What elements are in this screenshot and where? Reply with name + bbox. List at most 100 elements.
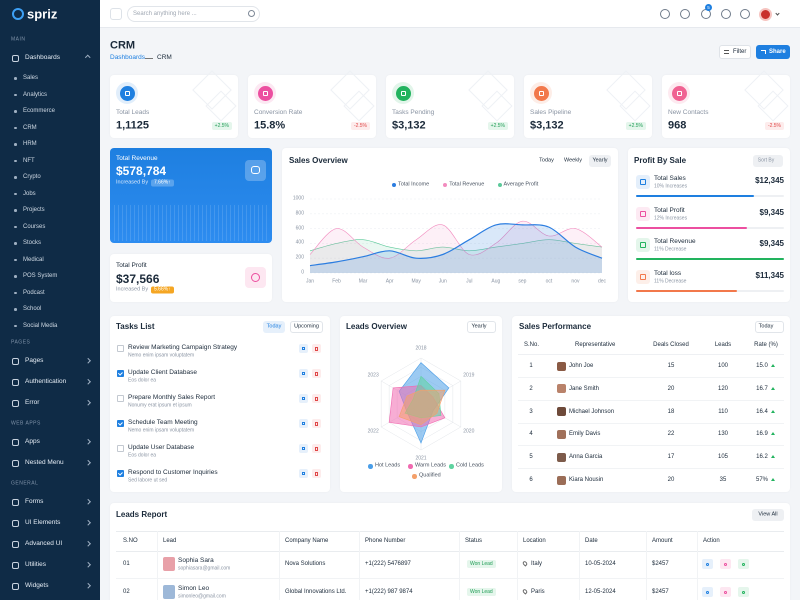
bullet <box>14 77 17 80</box>
delete-button[interactable] <box>312 419 321 428</box>
edit-button[interactable] <box>299 419 308 428</box>
sort-label: Sort By <box>757 157 775 164</box>
action-button[interactable] <box>738 587 749 597</box>
checkbox[interactable] <box>117 345 124 352</box>
logo-text: spriz <box>27 6 58 22</box>
edit-button[interactable] <box>299 444 308 453</box>
stat-icon-glyph <box>262 90 268 96</box>
submenu-item[interactable]: Sales <box>23 75 39 81</box>
radar-axis-label: 2020 <box>463 428 475 435</box>
checkbox[interactable] <box>117 395 124 402</box>
action-button[interactable] <box>720 559 731 569</box>
filter-dropdown[interactable] <box>467 321 496 333</box>
topbar-icon[interactable] <box>740 9 750 19</box>
edit-button[interactable] <box>299 469 308 478</box>
cell-name: John Joe <box>569 363 594 369</box>
cell-name: Jane Smith <box>569 385 600 392</box>
collapse-button[interactable] <box>110 8 122 20</box>
topbar-icon[interactable] <box>680 9 690 19</box>
submenu-item[interactable]: HRM <box>23 141 37 147</box>
submenu-item[interactable]: Jobs <box>23 190 36 197</box>
submenu-item[interactable]: Analytics <box>23 91 48 98</box>
filter-button[interactable] <box>719 45 751 59</box>
cell-date: 10-05-2024 <box>585 561 616 567</box>
cell-sno: 1 <box>529 363 533 369</box>
chart-tab[interactable] <box>589 155 611 167</box>
action-button[interactable] <box>738 559 749 569</box>
submenu-item[interactable]: School <box>23 306 42 312</box>
legend-label: Cold Leads <box>456 462 484 469</box>
delete-button[interactable] <box>312 394 321 403</box>
submenu-item[interactable]: Podcast <box>23 289 45 296</box>
checkbox[interactable] <box>117 470 124 477</box>
y-tick-label: 600 <box>295 225 304 232</box>
checkbox[interactable] <box>117 445 124 452</box>
edit-button[interactable] <box>299 394 308 403</box>
menu-icon <box>12 561 19 569</box>
action-button[interactable] <box>702 559 713 569</box>
menu-item[interactable]: Pages <box>25 356 44 364</box>
tab[interactable] <box>263 321 285 333</box>
search-box[interactable] <box>127 6 260 22</box>
column-rule <box>579 531 580 600</box>
submenu-item[interactable]: Medical <box>23 256 44 263</box>
filter-dropdown[interactable] <box>755 321 784 333</box>
submenu-item[interactable]: Ecommerce <box>23 108 56 114</box>
cell-phone: +1(222) 987 9874 <box>365 589 413 595</box>
menu-item[interactable]: Authentication <box>25 377 67 385</box>
column-rule <box>697 531 698 600</box>
view-all-button[interactable] <box>752 509 784 521</box>
action-button[interactable] <box>720 587 731 597</box>
menu-item[interactable]: Nested Menu <box>25 458 64 466</box>
menu-item[interactable]: Dashboards <box>25 53 61 61</box>
submenu-item[interactable]: Crypto <box>23 174 41 180</box>
submenu-item[interactable]: Projects <box>23 207 45 213</box>
sort-button[interactable] <box>753 155 783 167</box>
bullet <box>14 291 17 294</box>
stat-label: Sales Pipeline <box>530 108 572 116</box>
checkbox[interactable] <box>117 420 124 427</box>
submenu-item[interactable]: Courses <box>23 223 46 230</box>
submenu-item[interactable]: CRM <box>23 124 37 131</box>
submenu-item[interactable]: POS System <box>23 273 58 279</box>
avatar[interactable] <box>759 8 772 21</box>
menu-item[interactable]: Forms <box>25 497 44 505</box>
menu-item[interactable]: Utilities <box>25 560 46 568</box>
menu-item[interactable]: Widgets <box>25 581 49 589</box>
cell-sno: 5 <box>529 454 533 461</box>
checkbox[interactable] <box>117 370 124 377</box>
menu-item[interactable]: Apps <box>25 437 40 445</box>
card-title: Tasks List <box>116 322 155 331</box>
profit-note: Increased By <box>116 286 149 293</box>
rep-avatar <box>557 384 566 394</box>
table-header: Deals Closed <box>653 342 689 348</box>
y-tick-label: 800 <box>295 210 304 217</box>
radar-axis-label: 2023 <box>367 372 379 379</box>
submenu-item[interactable]: NFT <box>23 157 35 164</box>
menu-item[interactable]: UI Elements <box>25 518 61 526</box>
bullet <box>14 225 17 228</box>
submenu-item[interactable]: Social Media <box>23 322 58 329</box>
delete-button[interactable] <box>312 444 321 453</box>
menu-item[interactable]: Error <box>25 398 40 406</box>
delete-button[interactable] <box>312 369 321 378</box>
topbar-icon[interactable] <box>721 9 731 19</box>
cell-company: Global Innovations Ltd. <box>285 589 347 595</box>
cell-deals: 17 <box>667 454 675 461</box>
cell-sno: 4 <box>529 431 533 438</box>
action-button[interactable] <box>702 587 713 597</box>
topbar-icon[interactable] <box>660 9 670 19</box>
edit-button[interactable] <box>299 344 308 353</box>
tab[interactable] <box>290 321 323 333</box>
share-button[interactable] <box>756 45 790 59</box>
tab-label: Today <box>266 323 282 330</box>
edit-button[interactable] <box>299 369 308 378</box>
menu-item[interactable]: Advanced UI <box>25 539 63 547</box>
stat-icon <box>533 85 549 101</box>
breadcrumb-link[interactable]: Dashboards <box>110 53 146 61</box>
delete-button[interactable] <box>312 469 321 478</box>
task-title: Schedule Team Meeting <box>128 418 198 426</box>
delete-button[interactable] <box>312 344 321 353</box>
submenu-item[interactable]: Stocks <box>23 240 42 246</box>
legend-label: Total Income <box>398 181 430 188</box>
